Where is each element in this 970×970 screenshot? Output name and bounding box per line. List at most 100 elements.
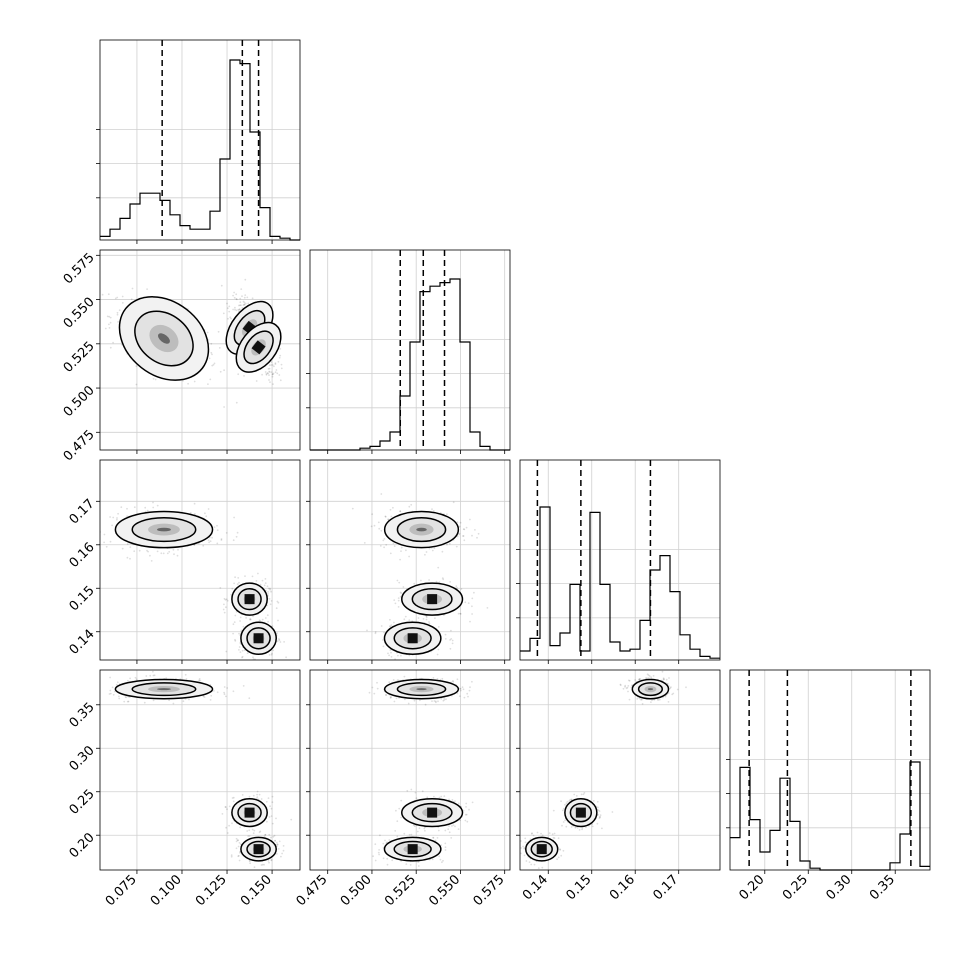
sample-point	[290, 818, 293, 821]
sample-point	[261, 579, 264, 582]
sample-point	[138, 549, 141, 552]
sample-point	[220, 539, 223, 541]
contour-group	[401, 798, 464, 828]
sample-point	[213, 690, 215, 692]
sample-point	[222, 312, 225, 315]
sample-point	[257, 572, 259, 575]
sample-point	[444, 638, 447, 640]
sample-point	[414, 791, 417, 794]
sample-point	[419, 699, 421, 702]
sample-point	[457, 828, 460, 830]
sample-point	[235, 298, 238, 300]
sample-point	[388, 681, 391, 684]
contour-group	[240, 836, 277, 862]
sample-point	[285, 656, 287, 659]
sample-point	[264, 833, 267, 836]
sample-point	[220, 284, 223, 287]
sample-point	[625, 687, 628, 690]
sample-point	[230, 593, 233, 596]
sample-point	[409, 864, 412, 866]
sample-point	[236, 839, 239, 841]
sample-point	[261, 863, 264, 866]
sample-point	[228, 805, 231, 808]
sample-point	[469, 620, 471, 623]
sample-point	[415, 797, 418, 800]
sample-point	[235, 611, 238, 613]
sample-point	[249, 617, 252, 620]
density-core	[416, 527, 427, 532]
sample-point	[424, 703, 427, 706]
sample-point	[425, 551, 428, 553]
sample-point	[662, 677, 665, 680]
sample-point	[266, 372, 269, 374]
sample-point	[392, 679, 395, 681]
sample-point	[436, 678, 439, 680]
sample-point	[233, 296, 236, 299]
histogram-step	[100, 59, 300, 241]
sample-point	[389, 625, 391, 627]
sample-point	[379, 545, 382, 547]
sample-point	[400, 546, 403, 549]
sample-point	[135, 365, 138, 367]
axes-frame	[99, 39, 301, 241]
axes-frame	[99, 249, 301, 451]
density-core	[253, 633, 264, 644]
gridlines	[100, 250, 300, 450]
sample-point	[435, 580, 438, 583]
sample-point	[406, 789, 409, 792]
sample-point	[447, 828, 450, 831]
sample-point	[416, 830, 419, 833]
sample-point	[417, 865, 420, 867]
sample-point	[239, 852, 241, 854]
sample-point	[238, 649, 240, 651]
sample-point	[383, 538, 386, 540]
sample-point	[234, 640, 237, 642]
sample-point	[392, 542, 395, 545]
sample-point	[238, 308, 241, 311]
sample-point	[112, 516, 115, 519]
sample-point	[236, 531, 239, 534]
sample-point	[393, 599, 396, 601]
sample-point	[473, 591, 475, 594]
sample-point	[433, 795, 435, 798]
sample-point	[252, 615, 254, 618]
gridlines	[520, 670, 720, 870]
sample-point	[235, 535, 238, 538]
sample-point	[671, 693, 674, 696]
sample-point	[248, 835, 251, 837]
sample-point	[172, 548, 175, 551]
sample-point	[223, 611, 226, 614]
sample-point	[441, 577, 444, 579]
sample-point	[126, 700, 129, 703]
sample-point	[232, 800, 235, 803]
sample-point	[275, 607, 278, 610]
sample-point	[465, 526, 468, 529]
sample-point	[281, 852, 283, 855]
sample-point	[272, 649, 275, 652]
sample-point	[270, 653, 273, 656]
contour-line	[393, 840, 432, 858]
scatter-panel-3-0	[96, 669, 301, 874]
sample-point	[229, 316, 232, 319]
sample-point	[207, 508, 210, 510]
contour-line	[401, 582, 464, 616]
sample-point	[471, 597, 474, 600]
sample-point	[134, 676, 137, 679]
axes-frame	[519, 459, 721, 661]
sample-point	[213, 526, 216, 528]
sample-point	[202, 695, 205, 698]
sample-point	[396, 679, 399, 681]
sample-point	[260, 864, 263, 866]
sample-point	[244, 294, 247, 296]
sample-point	[206, 331, 209, 334]
sample-point	[371, 686, 374, 689]
sample-point	[243, 301, 246, 304]
sample-point	[434, 839, 437, 842]
sample-point	[437, 829, 440, 832]
sample-point	[387, 652, 389, 655]
sample-point	[238, 308, 241, 310]
sample-point	[234, 638, 236, 641]
sample-point	[269, 371, 271, 373]
sample-point	[269, 603, 272, 606]
sample-point	[115, 683, 118, 686]
